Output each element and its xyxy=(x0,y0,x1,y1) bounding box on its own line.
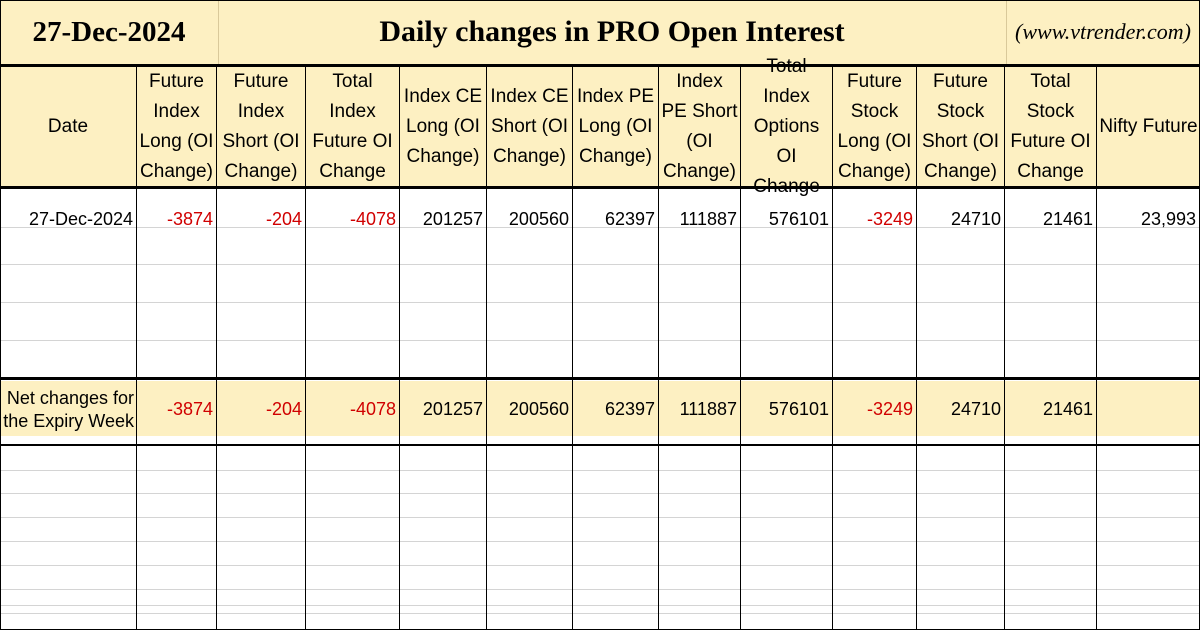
column-header-row: Date Future Index Long (OI Change) Future … xyxy=(0,56,1200,197)
column-divider xyxy=(399,189,400,630)
column-header-date: Date xyxy=(0,67,137,186)
column-header-future-stock-short: Future Stock Short (OI Change) xyxy=(917,67,1005,186)
column-divider xyxy=(832,189,833,630)
cell-index-pe-short: 111887 xyxy=(679,209,737,229)
column-header-total-index-future: Total Index Future OI Change xyxy=(306,67,400,186)
row-divider xyxy=(0,517,1200,518)
row-divider xyxy=(0,264,1200,265)
cell-future-index-long: -3874 xyxy=(166,399,213,419)
column-divider xyxy=(486,189,487,630)
cell-date: 27-Dec-2024 xyxy=(28,209,133,229)
row-divider xyxy=(0,589,1200,590)
column-divider xyxy=(658,189,659,630)
page-title: Daily changes in PRO Open Interest xyxy=(218,0,1007,64)
column-header-total-stock-future: Total Stock Future OI Change xyxy=(1005,67,1097,186)
cell-nifty-future: 23,993 xyxy=(1140,209,1196,229)
cell-index-pe-long: 62397 xyxy=(604,209,655,229)
cell-future-index-short: -204 xyxy=(265,399,302,419)
cell-total-stock-future: 21461 xyxy=(1042,209,1093,229)
net-changes-label: Net changes for the Expiry Week xyxy=(0,387,136,433)
net-row-band xyxy=(0,381,1200,436)
cell-future-index-short: -204 xyxy=(265,209,302,229)
row-divider xyxy=(0,605,1200,606)
row-divider xyxy=(0,227,1200,228)
cell-index-ce-long: 201257 xyxy=(422,399,483,419)
column-header-nifty-future: Nifty Future xyxy=(1099,115,1198,137)
row-divider xyxy=(0,493,1200,494)
column-header-future-stock-long: Future Stock Long (OI Change) xyxy=(833,67,917,186)
cell-total-index-options: 576101 xyxy=(768,399,829,419)
cell-total-index-future: -4078 xyxy=(349,209,396,229)
cell-future-stock-long: -3249 xyxy=(866,399,913,419)
cell-index-ce-long: 201257 xyxy=(422,209,483,229)
row-divider xyxy=(0,340,1200,341)
column-header-index-pe-short: Index PE Short (OI Change) xyxy=(659,67,741,186)
website-label: (www.vtrender.com) xyxy=(1015,19,1191,44)
section-divider xyxy=(0,377,1200,380)
cell-future-stock-long: -3249 xyxy=(866,209,913,229)
column-header-future-index-long: Future Index Long (OI Change) xyxy=(137,67,217,186)
cell-total-index-future: -4078 xyxy=(349,399,396,419)
cell-total-index-options: 576101 xyxy=(768,209,829,229)
section-divider xyxy=(0,444,1200,446)
cell-index-pe-long: 62397 xyxy=(604,399,655,419)
cell-future-stock-short: 24710 xyxy=(950,209,1001,229)
column-header-future-index-short: Future Index Short (OI Change) xyxy=(217,67,306,186)
cell-future-stock-short: 24710 xyxy=(950,399,1001,419)
row-divider xyxy=(0,541,1200,542)
cell-index-ce-short: 200560 xyxy=(508,209,569,229)
data-table-body: 27-Dec-2024 -3874 -204 -4078 201257 200560 623… xyxy=(0,189,1200,630)
cell-index-ce-short: 200560 xyxy=(508,399,569,419)
column-divider xyxy=(572,189,573,630)
column-divider xyxy=(305,189,306,630)
column-divider xyxy=(916,189,917,630)
column-divider xyxy=(216,189,217,630)
column-header-index-ce-long: Index CE Long (OI Change) xyxy=(400,67,487,186)
title-bar: 27-Dec-2024 Daily changes in PRO Open In… xyxy=(0,0,1200,67)
column-header-index-pe-long: Index PE Long (OI Change) xyxy=(573,67,659,186)
net-label-line1: Net changes for xyxy=(6,388,134,408)
report-date: 27-Dec-2024 xyxy=(0,0,219,64)
row-divider xyxy=(0,613,1200,614)
cell-total-stock-future: 21461 xyxy=(1042,399,1093,419)
row-divider xyxy=(0,302,1200,303)
column-header-index-ce-short: Index CE Short (OI Change) xyxy=(487,67,573,186)
column-divider xyxy=(1096,189,1097,630)
column-divider xyxy=(740,189,741,630)
row-divider xyxy=(0,565,1200,566)
row-divider xyxy=(0,470,1200,471)
net-label-line2: the Expiry Week xyxy=(3,411,134,431)
column-divider xyxy=(1004,189,1005,630)
column-divider xyxy=(136,189,137,630)
cell-future-index-long: -3874 xyxy=(166,209,213,229)
cell-index-pe-short: 111887 xyxy=(679,399,737,419)
